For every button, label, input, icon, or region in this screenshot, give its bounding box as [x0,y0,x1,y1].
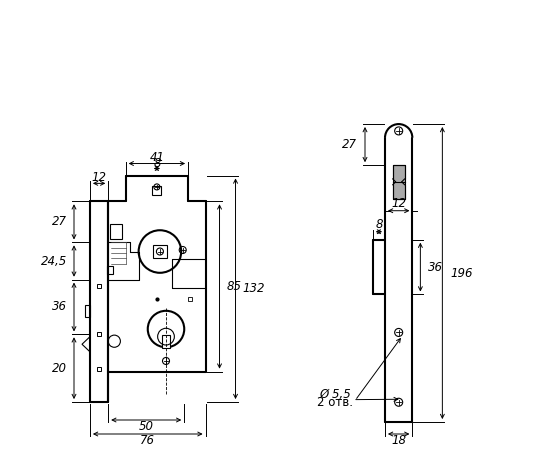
Text: 8: 8 [375,218,383,231]
Text: 8: 8 [153,157,161,170]
Bar [110,224,122,239]
Bar [85,305,90,317]
Text: 20: 20 [52,362,67,375]
Text: 12: 12 [391,197,406,210]
Text: 18: 18 [391,435,406,447]
Bar [162,335,170,348]
Text: 24,5: 24,5 [41,255,67,267]
Text: Ø 5,5: Ø 5,5 [319,388,351,401]
Bar [393,165,405,198]
Text: 36: 36 [52,301,67,314]
Text: 27: 27 [342,138,357,151]
Text: 50: 50 [139,420,154,433]
Bar [152,186,162,195]
Text: 41: 41 [150,151,164,164]
Bar [107,266,113,274]
Text: 36: 36 [428,261,443,274]
Text: 85: 85 [227,280,241,293]
Text: 12: 12 [92,171,107,184]
Bar [153,245,167,258]
Text: 27: 27 [52,216,67,229]
Text: 132: 132 [243,282,265,295]
Text: 76: 76 [140,435,155,447]
Text: 196: 196 [450,266,473,279]
Text: 2 отв.: 2 отв. [317,396,353,409]
